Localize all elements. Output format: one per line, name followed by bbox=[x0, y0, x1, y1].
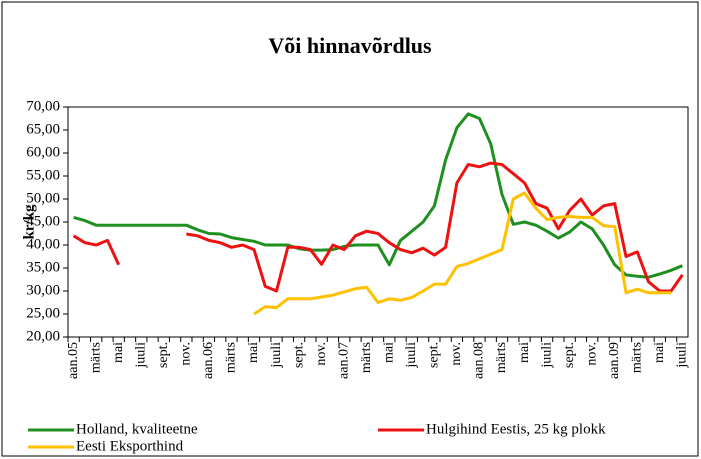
x-tick-label: aan.05 bbox=[66, 342, 81, 379]
x-tick-label: nov. bbox=[314, 342, 329, 366]
x-tick-label: märts bbox=[224, 342, 239, 373]
series-line bbox=[73, 112, 683, 279]
x-tick-label: sept. bbox=[291, 342, 306, 368]
x-tick-label: sept. bbox=[562, 342, 577, 368]
y-tick-label: 35,00 bbox=[26, 259, 60, 275]
y-tick-label: 60,00 bbox=[26, 144, 60, 160]
x-tick-label: sept. bbox=[427, 342, 442, 368]
y-axis-label: kr/kg bbox=[21, 204, 37, 240]
x-tick-label: sept. bbox=[156, 342, 171, 368]
x-tick-label: mai bbox=[652, 342, 667, 363]
y-tick-label: 25,00 bbox=[26, 305, 60, 321]
x-tick-label: aan.07 bbox=[336, 342, 351, 379]
y-tick-label: 45,00 bbox=[26, 213, 60, 229]
legend-label: Holland, kvaliteetne bbox=[76, 421, 198, 437]
y-tick-label: 65,00 bbox=[26, 121, 60, 137]
x-tick-label: mai bbox=[517, 342, 532, 363]
x-tick-label: aan.08 bbox=[472, 342, 487, 379]
y-tick-label: 30,00 bbox=[26, 282, 60, 298]
x-tick-label: mai bbox=[246, 342, 261, 363]
y-tick-label: 55,00 bbox=[26, 167, 60, 183]
y-tick-label: 70,00 bbox=[26, 98, 60, 114]
x-tick-label: mai bbox=[381, 342, 396, 363]
y-tick-label: 50,00 bbox=[26, 190, 60, 206]
x-tick-label: aan.09 bbox=[607, 342, 622, 379]
legend-label: Hulgihind Eestis, 25 kg plokk bbox=[426, 421, 606, 437]
y-tick-label: 20,00 bbox=[26, 328, 60, 344]
x-tick-label: juuli bbox=[539, 342, 554, 369]
y-tick-label: 40,00 bbox=[26, 236, 60, 252]
x-tick-label: märts bbox=[88, 342, 103, 373]
x-tick-label: nov. bbox=[584, 342, 599, 366]
x-tick-label: märts bbox=[629, 342, 644, 373]
x-tick-label: mai bbox=[111, 342, 126, 363]
x-tick-label: nov. bbox=[179, 342, 194, 366]
x-tick-label: märts bbox=[494, 342, 509, 373]
x-tick-label: juuli bbox=[269, 342, 284, 369]
x-tick-label: nov. bbox=[449, 342, 464, 366]
legend-label: Eesti Eksporthind bbox=[76, 438, 184, 454]
x-tick-label: juuli bbox=[133, 342, 148, 369]
x-tick-label: juuli bbox=[404, 342, 419, 369]
chart-title: Või hinnavõrdlus bbox=[268, 33, 432, 58]
x-tick-label: märts bbox=[359, 342, 374, 373]
series-line bbox=[253, 191, 672, 316]
x-tick-label: aan.06 bbox=[201, 342, 216, 379]
x-tick-label: juuli bbox=[675, 342, 690, 369]
series-line bbox=[72, 161, 684, 293]
